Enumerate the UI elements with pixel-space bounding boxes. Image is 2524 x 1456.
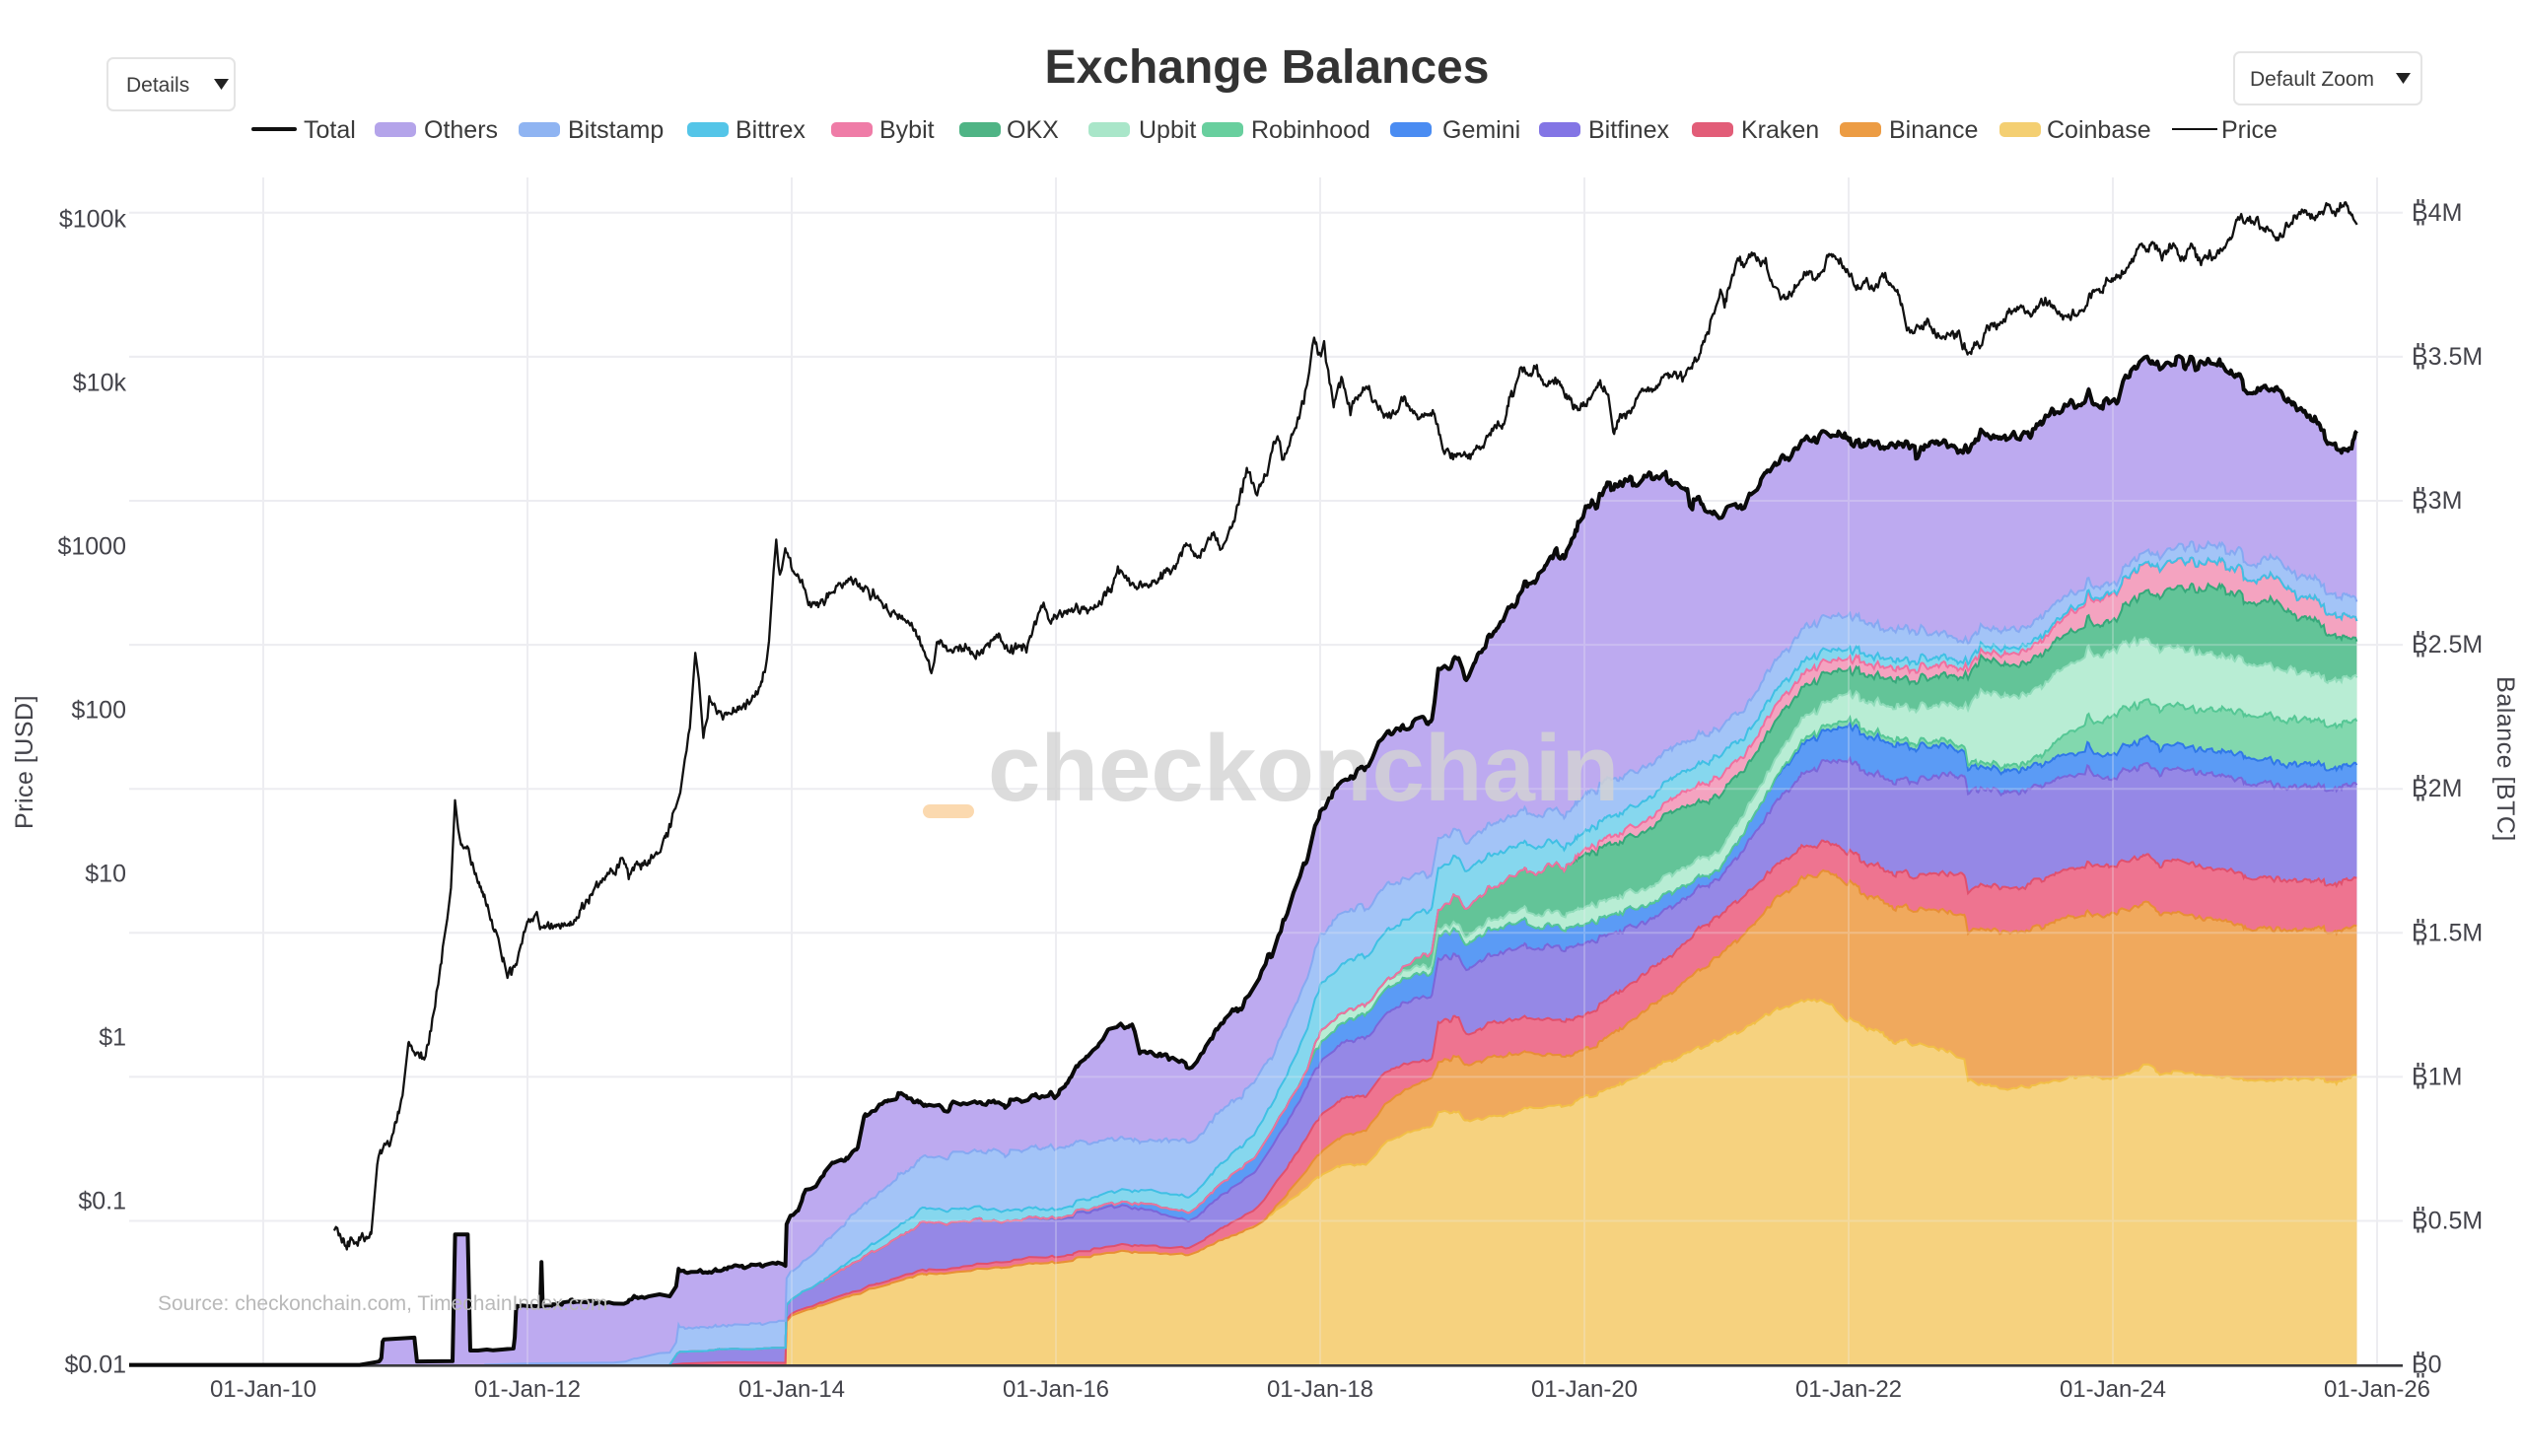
svg-text:Binance: Binance [1889, 116, 1978, 144]
svg-text:Kraken: Kraken [1741, 116, 1819, 144]
svg-text:Price: Price [2221, 116, 2278, 144]
svg-text:$0.1: $0.1 [78, 1188, 126, 1215]
svg-text:$1000: $1000 [57, 533, 126, 561]
svg-text:Source: checkonchain.com, Time: Source: checkonchain.com, TimechainIndex… [158, 1292, 607, 1315]
svg-text:$0.01: $0.01 [64, 1352, 126, 1379]
svg-text:Gemini: Gemini [1442, 116, 1520, 144]
svg-text:Balance [BTC]: Balance [BTC] [2491, 676, 2519, 842]
svg-text:01-Jan-24: 01-Jan-24 [2060, 1376, 2166, 1403]
svg-text:$10: $10 [85, 861, 126, 888]
svg-text:$1: $1 [99, 1024, 126, 1052]
svg-text:OKX: OKX [1007, 116, 1059, 144]
svg-text:$10k: $10k [73, 370, 127, 397]
svg-text:$100k: $100k [59, 206, 127, 234]
svg-text:$100: $100 [71, 697, 126, 725]
svg-text:Coinbase: Coinbase [2047, 116, 2151, 144]
svg-text:Default Zoom: Default Zoom [2250, 68, 2374, 91]
svg-text:B0: B0 [2412, 1352, 2442, 1379]
svg-text:01-Jan-26: 01-Jan-26 [2324, 1376, 2430, 1403]
svg-text:checkonchain: checkonchain [988, 716, 1619, 821]
svg-text:01-Jan-12: 01-Jan-12 [474, 1376, 581, 1403]
svg-text:Bittrex: Bittrex [736, 116, 806, 144]
svg-text:B2M: B2M [2412, 775, 2462, 802]
svg-text:01-Jan-16: 01-Jan-16 [1003, 1376, 1109, 1403]
svg-text:Details: Details [126, 74, 189, 97]
svg-text:B3M: B3M [2412, 487, 2462, 515]
svg-text:01-Jan-20: 01-Jan-20 [1531, 1376, 1638, 1403]
svg-text:01-Jan-18: 01-Jan-18 [1267, 1376, 1373, 1403]
svg-text:Total: Total [304, 116, 356, 144]
svg-text:Bitfinex: Bitfinex [1588, 116, 1669, 144]
svg-text:B1M: B1M [2412, 1063, 2462, 1090]
svg-text:Bitstamp: Bitstamp [568, 116, 664, 144]
svg-text:Price [USD]: Price [USD] [11, 695, 38, 829]
svg-text:B4M: B4M [2412, 199, 2462, 227]
svg-text:01-Jan-22: 01-Jan-22 [1795, 1376, 1902, 1403]
svg-text:01-Jan-10: 01-Jan-10 [210, 1376, 316, 1403]
svg-text:Others: Others [424, 116, 498, 144]
svg-text:Robinhood: Robinhood [1251, 116, 1370, 144]
svg-text:Exchange Balances: Exchange Balances [1045, 41, 1490, 94]
svg-text:Upbit: Upbit [1139, 116, 1196, 144]
svg-text:Bybit: Bybit [879, 116, 935, 144]
svg-text:01-Jan-14: 01-Jan-14 [738, 1376, 845, 1403]
